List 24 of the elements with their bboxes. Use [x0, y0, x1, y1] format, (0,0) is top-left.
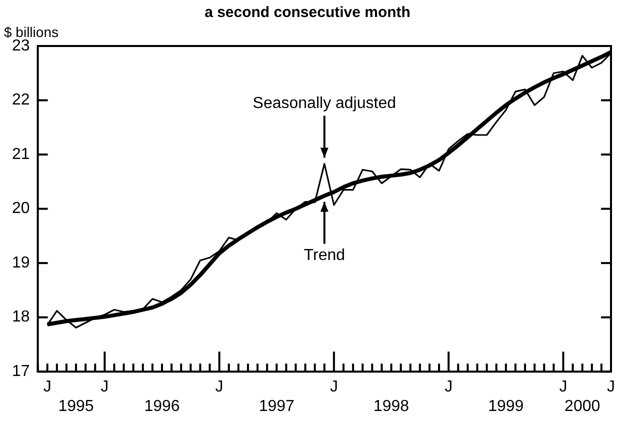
- x-tick-label: 1997: [258, 398, 295, 415]
- y-tick-label: 20: [12, 200, 30, 218]
- y-axis-title: $ billions: [4, 24, 58, 40]
- y-tick-label: 21: [12, 146, 30, 163]
- y-tick-label: 19: [12, 254, 30, 272]
- x-tick-label: 1995: [58, 398, 94, 415]
- y-tick-label: 17: [12, 363, 30, 380]
- x-tick-label: J: [330, 378, 338, 396]
- annotation: Seasonally adjusted: [252, 95, 396, 112]
- x-tick-label: 1996: [144, 398, 180, 415]
- x-tick-label: 1999: [488, 398, 524, 415]
- y-tick-label: 18: [12, 308, 30, 326]
- annotation: Trend: [304, 247, 345, 264]
- y-tick-label: 22: [12, 92, 30, 109]
- x-tick-label: J: [559, 378, 568, 396]
- x-tick-label: 2000: [564, 398, 600, 415]
- x-tick-label: J: [215, 378, 224, 396]
- chart-title: a second consecutive month: [204, 4, 410, 22]
- x-tick-label: J: [607, 378, 615, 396]
- x-tick-label: J: [43, 378, 52, 396]
- x-tick-label: J: [444, 378, 453, 396]
- y-tick-label: 23: [12, 37, 30, 54]
- x-tick-label: 1998: [373, 398, 410, 415]
- x-tick-label: J: [100, 378, 109, 396]
